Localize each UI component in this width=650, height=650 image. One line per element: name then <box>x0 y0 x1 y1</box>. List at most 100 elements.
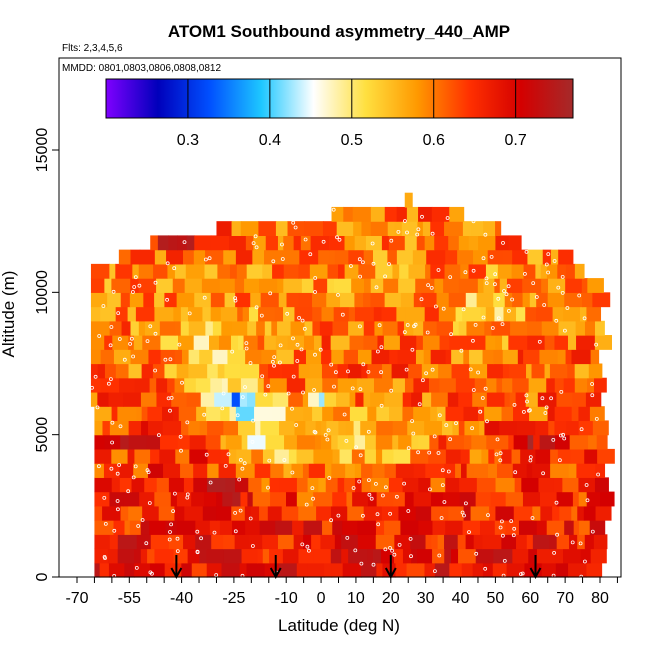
sample-point <box>406 446 411 451</box>
sample-point <box>149 571 154 576</box>
heatmap-cell <box>471 434 487 450</box>
heatmap-cell <box>269 377 288 393</box>
heatmap-cell <box>430 491 444 507</box>
heatmap-cell <box>426 249 446 265</box>
heatmap-cell <box>482 534 502 550</box>
sample-point <box>541 471 545 476</box>
heatmap-cell <box>183 249 195 265</box>
heatmap-cell <box>120 434 130 450</box>
heatmap-cell <box>188 320 206 336</box>
heatmap-cell <box>394 221 403 236</box>
sample-point <box>430 367 435 372</box>
heatmap-cell <box>509 363 527 379</box>
heatmap-cell <box>577 505 585 521</box>
heatmap-cell <box>594 477 609 493</box>
heatmap-cell <box>396 306 407 322</box>
sample-point <box>519 572 523 576</box>
sample-point <box>359 561 364 566</box>
heatmap-cell <box>425 463 445 478</box>
heatmap-cell <box>425 534 432 550</box>
heatmap-cell <box>111 278 131 293</box>
sample-point <box>496 296 501 301</box>
heatmap-cell <box>109 534 119 550</box>
heatmap-cell <box>90 335 105 350</box>
heatmap-cell <box>183 477 194 493</box>
heatmap-cell <box>244 278 260 293</box>
sample-point <box>280 242 284 247</box>
heatmap-cell <box>449 335 469 350</box>
heatmap-cell <box>431 534 439 550</box>
heatmap-cell <box>235 406 255 422</box>
heatmap-cell <box>242 306 250 322</box>
heatmap-cell <box>472 562 484 578</box>
heatmap-cell <box>222 491 234 507</box>
heatmap-cell <box>227 377 242 393</box>
sample-point <box>109 377 113 382</box>
heatmap-cell <box>394 534 411 550</box>
heatmap-cell <box>136 534 152 550</box>
sample-point <box>168 530 172 534</box>
heatmap-cell <box>565 278 583 293</box>
heatmap-cell <box>572 491 580 507</box>
heatmap-cell <box>381 363 393 379</box>
heatmap-cell <box>593 534 608 550</box>
heatmap-cell <box>416 335 424 350</box>
sample-point <box>416 227 421 232</box>
heatmap-cell <box>225 434 243 450</box>
heatmap-cell <box>376 562 384 578</box>
sample-point <box>153 368 158 373</box>
sample-point <box>285 311 290 316</box>
sample-point <box>511 533 516 538</box>
sample-point <box>416 450 421 455</box>
heatmap-cell <box>410 534 427 550</box>
sample-point <box>163 357 168 362</box>
heatmap-cell <box>400 292 415 308</box>
colorbar-tick-label: 0.5 <box>341 132 363 149</box>
heatmap-cell <box>398 505 417 521</box>
heatmap-cell <box>94 534 111 550</box>
heatmap-cell <box>458 420 466 436</box>
heatmap-cell <box>128 434 148 450</box>
sample-point <box>267 458 272 463</box>
heatmap-cell <box>555 562 569 578</box>
heatmap-cell <box>341 534 359 550</box>
sample-point <box>299 347 304 352</box>
sample-point <box>361 362 366 367</box>
heatmap-cell <box>220 406 231 422</box>
sample-point <box>169 522 174 527</box>
sample-point <box>463 270 468 275</box>
heatmap-cell <box>471 221 484 236</box>
heatmap-cell <box>372 463 386 478</box>
heatmap-cell <box>432 520 446 535</box>
heatmap-cell <box>313 548 332 564</box>
sample-point <box>495 437 500 442</box>
heatmap-cell <box>554 420 567 436</box>
heatmap-cell <box>370 206 386 222</box>
heatmap-cell <box>354 463 362 478</box>
heatmap-cell <box>180 463 194 478</box>
heatmap-cell <box>512 292 524 308</box>
heatmap-cell <box>589 520 606 535</box>
sample-point <box>560 274 565 279</box>
heatmap-cell <box>416 235 426 251</box>
heatmap-cell <box>571 406 580 422</box>
heatmap-cell <box>504 292 513 308</box>
heatmap-cell <box>162 406 174 422</box>
heatmap-cell <box>212 320 222 336</box>
heatmap-cell <box>363 391 371 407</box>
heatmap-cell <box>399 335 417 350</box>
heatmap-cell <box>395 562 408 578</box>
colorbar-fill <box>105 78 574 119</box>
heatmap-cell <box>209 520 221 535</box>
sample-point <box>305 544 310 549</box>
heatmap-cell <box>486 434 499 450</box>
heatmap-cell <box>461 463 468 478</box>
heatmap-cell <box>572 391 587 407</box>
sample-point <box>244 346 249 351</box>
heatmap-cell <box>444 534 459 550</box>
sample-point <box>412 324 417 329</box>
heatmap-cell <box>461 562 474 578</box>
heatmap-cell <box>149 377 157 393</box>
heatmap-cell <box>331 463 346 478</box>
heatmap-cell <box>597 448 615 464</box>
